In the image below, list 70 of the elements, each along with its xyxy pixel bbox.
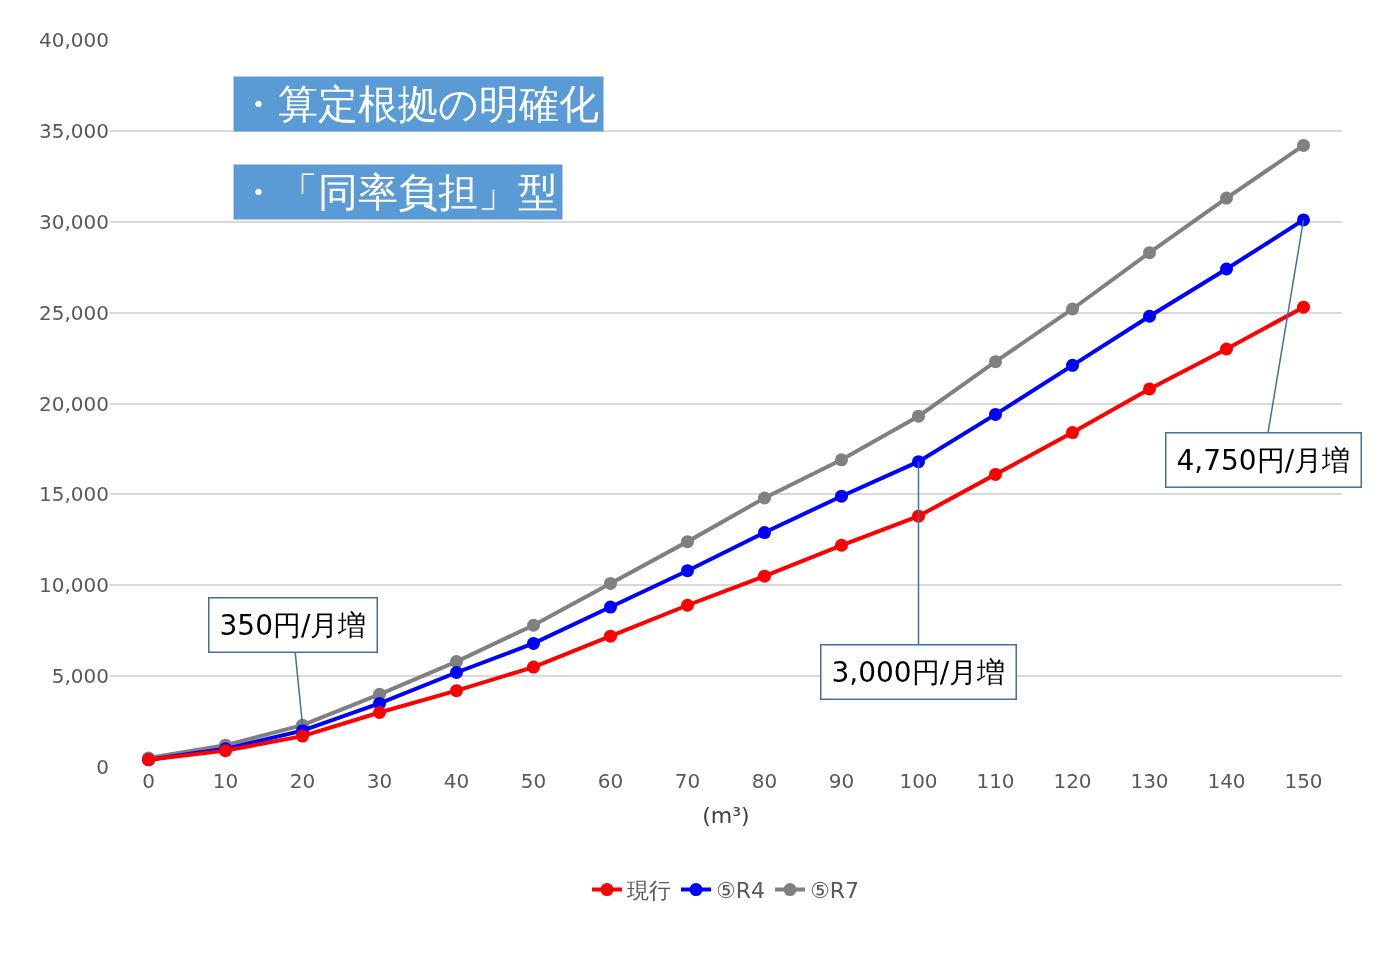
point: [604, 629, 617, 643]
point: [1066, 302, 1079, 316]
y-tick-label: 40,000: [39, 28, 109, 52]
point: [527, 660, 540, 674]
point: [912, 455, 925, 469]
annotation: 3,000円/月増: [831, 655, 1006, 689]
point: [1297, 213, 1310, 227]
point: [1220, 262, 1233, 276]
x-tick-label: 20: [289, 769, 316, 793]
x-axis-title: (m³): [702, 802, 750, 828]
x-tick-label: 40: [443, 769, 470, 793]
annotation: ・「同率負担」型: [238, 169, 558, 215]
legend-label: ⑤R4: [716, 878, 766, 904]
x-tick-label: 0: [142, 769, 155, 793]
point: [1143, 246, 1156, 260]
point: [835, 538, 848, 552]
y-tick-label: 20,000: [39, 391, 109, 416]
point: [758, 526, 771, 540]
point: [1297, 300, 1310, 314]
x-tick-label: 100: [899, 769, 938, 793]
x-tick-label: 70: [674, 769, 701, 793]
point: [1066, 358, 1079, 372]
x-tick-label: 10: [212, 769, 239, 793]
x-tick-label: 30: [366, 769, 393, 793]
x-tick-label: 150: [1284, 769, 1323, 793]
point: [1220, 342, 1233, 356]
legend-label: ⑤R7: [810, 878, 860, 904]
annotation: ・算定根拠の明確化: [238, 81, 599, 127]
x-tick-label: 90: [828, 769, 855, 793]
point: [1066, 426, 1079, 440]
point: [296, 729, 309, 743]
point: [450, 655, 463, 669]
y-tick-label: 35,000: [39, 118, 109, 143]
point: [373, 705, 386, 719]
x-tick-label: 60: [597, 769, 624, 793]
point: [681, 564, 694, 578]
x-tick-label: 130: [1130, 769, 1169, 793]
y-tick-label: 25,000: [39, 300, 109, 325]
point: [1297, 138, 1310, 152]
point: [527, 636, 540, 650]
point: [604, 576, 617, 590]
point: [989, 355, 1002, 369]
point: [527, 618, 540, 632]
x-tick-label: 110: [976, 769, 1015, 793]
annotation: 4,750円/月増: [1176, 443, 1351, 477]
point: [681, 598, 694, 612]
y-tick-label: 5,000: [51, 664, 109, 689]
x-tick-label: 140: [1207, 769, 1246, 793]
annotation: 350円/月増: [219, 608, 367, 642]
point: [1143, 309, 1156, 323]
x-tick-label: 120: [1053, 769, 1092, 793]
x-tick-label: 80: [751, 769, 778, 793]
y-tick-label: 10,000: [39, 573, 109, 598]
point: [912, 409, 925, 423]
point: [450, 684, 463, 698]
point: [835, 489, 848, 503]
point: [1220, 191, 1233, 205]
y-tick-label: 15,000: [39, 482, 109, 507]
legend-label: 現行: [627, 878, 671, 904]
point: [604, 600, 617, 614]
point: [989, 407, 1002, 421]
point: [450, 665, 463, 679]
point: [681, 535, 694, 549]
point: [1143, 382, 1156, 396]
point: [758, 491, 771, 505]
x-tick-label: 50: [520, 769, 547, 793]
point: [758, 569, 771, 583]
point: [835, 453, 848, 467]
point: [989, 467, 1002, 481]
y-tick-label: 30,000: [39, 209, 109, 234]
